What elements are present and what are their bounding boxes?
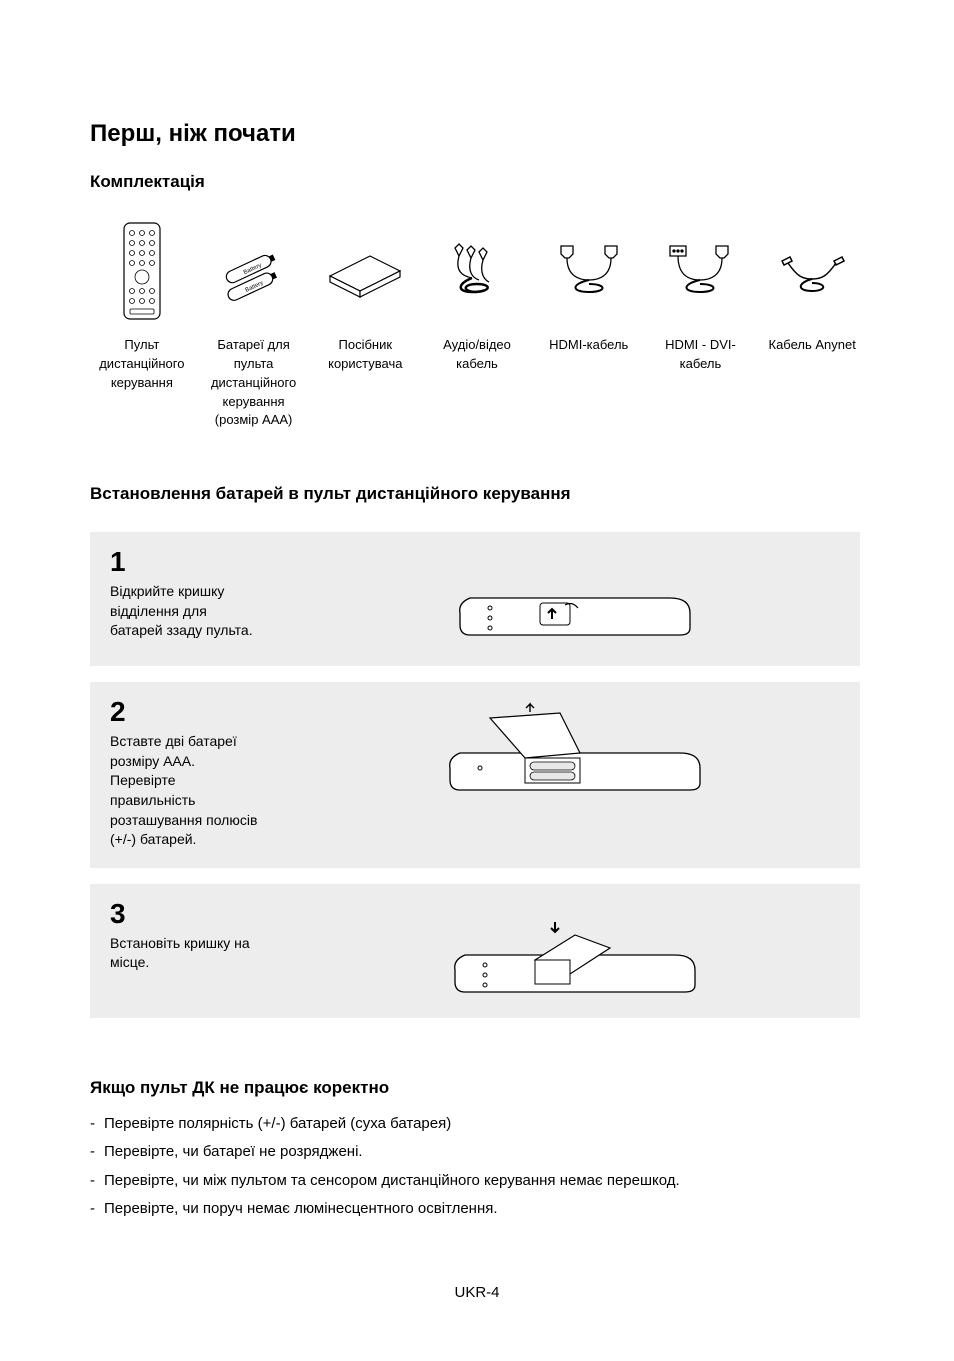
remote-icon [118,216,166,326]
page-title: Перш, ніж почати [90,120,864,148]
step-number: 2 [110,698,260,726]
acc-batteries: Battery Battery Батареї для пульта диста… [202,216,306,430]
step-1-image [300,548,840,648]
troubleshoot-item: Перевірте, чи між пультом та сенсором ди… [90,1167,864,1196]
accessories-heading: Комплектація [90,172,864,192]
step-1: 1 Відкрийте кришку відділення для батаре… [90,532,860,666]
acc-label: Кабель Anynet [769,336,856,355]
step-body: Встановіть кришку на місце. [110,934,260,973]
acc-label: Посібник користувача [313,336,417,374]
step-number: 3 [110,900,260,928]
step-3: 3 Встановіть кришку на місце. [90,884,860,1018]
acc-hdmi-cable: HDMI-кабель [537,216,641,355]
manual-icon [320,216,410,326]
step-number: 1 [110,548,260,576]
step-2-image [300,698,840,798]
anynet-cable-icon [772,216,852,326]
troubleshoot-item: Перевірте полярність (+/-) батарей (суха… [90,1110,864,1139]
acc-remote: Пульт дистанційного керування [90,216,194,393]
troubleshoot-list: Перевірте полярність (+/-) батарей (суха… [90,1110,864,1224]
acc-label: HDMI - DVI-кабель [649,336,753,374]
hdmi-dvi-cable-icon [660,216,740,326]
hdmi-cable-icon [549,216,629,326]
step-3-image [300,900,840,1000]
accessories-row: Пульт дистанційного керування Battery Ba… [90,216,864,430]
troubleshoot-heading: Якщо пульт ДК не працює коректно [90,1078,864,1098]
troubleshoot-item: Перевірте, чи поруч немає люмінесцентног… [90,1195,864,1224]
acc-label: HDMI-кабель [549,336,628,355]
step-body: Відкрийте кришку відділення для батарей … [110,582,260,641]
acc-label: Аудіо/відео кабель [425,336,529,374]
step-body: Вставте дві батареї розміру AAA. Перевір… [110,732,260,850]
acc-hdmi-dvi-cable: HDMI - DVI-кабель [649,216,753,374]
batteries-icon: Battery Battery [214,216,294,326]
troubleshoot-section: Якщо пульт ДК не працює коректно Перевір… [90,1078,864,1224]
acc-label: Пульт дистанційного керування [90,336,194,393]
install-steps: 1 Відкрийте кришку відділення для батаре… [90,532,864,1018]
troubleshoot-item: Перевірте, чи батареї не розряджені. [90,1138,864,1167]
acc-anynet-cable: Кабель Anynet [760,216,864,355]
acc-manual: Посібник користувача [313,216,417,374]
acc-label: Батареї для пульта дистанційного керуван… [202,336,306,430]
install-heading: Встановлення батарей в пульт дистанційно… [90,484,864,504]
step-2: 2 Вставте дві батареї розміру AAA. Перев… [90,682,860,868]
page-number: UKR-4 [90,1284,864,1301]
av-cable-icon [437,216,517,326]
acc-av-cable: Аудіо/відео кабель [425,216,529,374]
